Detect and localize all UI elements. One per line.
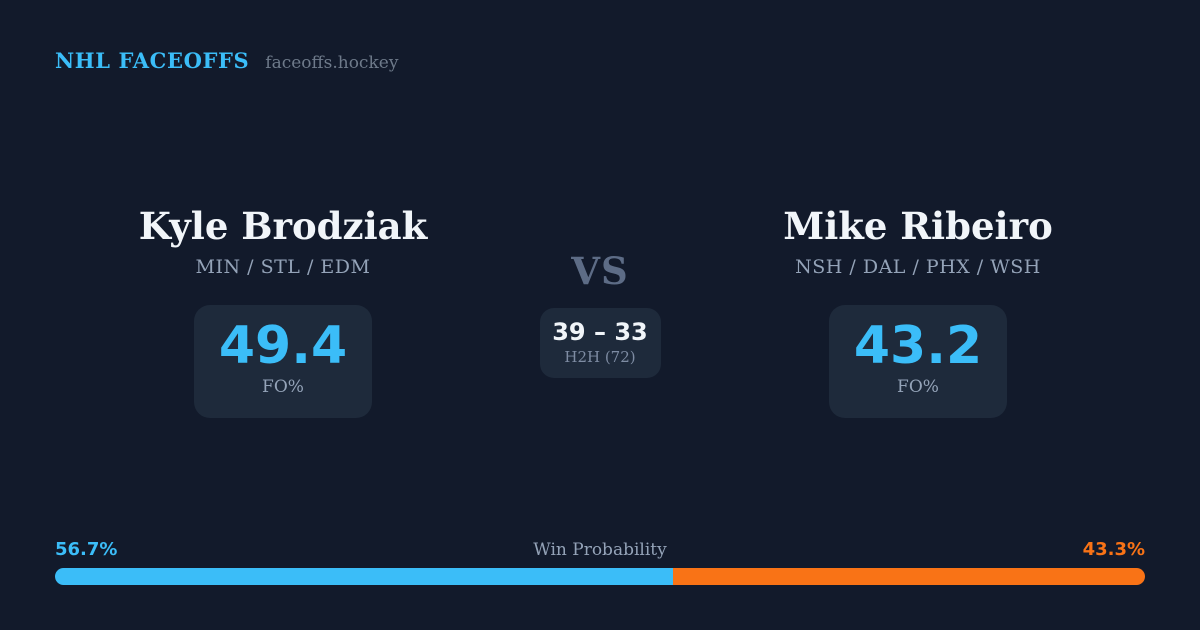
win-probability-left-value: 56.7% xyxy=(55,539,118,560)
win-probability-title: Win Probability xyxy=(533,540,667,560)
player-panel-right: Mike Ribeiro NSH / DAL / PHX / WSH 43.2 … xyxy=(703,205,1133,418)
fo-label-left: FO% xyxy=(262,377,304,397)
win-probability-bar xyxy=(55,568,1145,585)
player-panel-left: Kyle Brodziak MIN / STL / EDM 49.4 FO% xyxy=(68,205,498,418)
player-name-left: Kyle Brodziak xyxy=(138,204,428,248)
brand-title: NHL FACEOFFS xyxy=(55,48,250,73)
fo-stat-card-right: 43.2 FO% xyxy=(829,305,1007,418)
h2h-label: H2H (72) xyxy=(564,348,636,366)
fo-value-right: 43.2 xyxy=(853,316,983,376)
h2h-score: 39 – 33 xyxy=(552,318,648,346)
player-teams-left: MIN / STL / EDM xyxy=(195,256,371,278)
win-probability-segment-left xyxy=(55,568,674,585)
player-name-right: Mike Ribeiro xyxy=(783,204,1053,248)
header: NHL FACEOFFS faceoffs.hockey xyxy=(55,48,398,73)
win-probability-labels: 56.7% Win Probability 43.3% xyxy=(55,539,1145,560)
h2h-card: 39 – 33 H2H (72) xyxy=(539,308,661,378)
vs-label: VS xyxy=(571,249,629,293)
site-url: faceoffs.hockey xyxy=(265,53,399,73)
center-panel: VS 39 – 33 H2H (72) xyxy=(480,250,720,378)
win-probability-segment-right xyxy=(673,568,1145,585)
player-teams-right: NSH / DAL / PHX / WSH xyxy=(795,256,1041,278)
fo-stat-card-left: 49.4 FO% xyxy=(194,305,372,418)
win-probability-right-value: 43.3% xyxy=(1082,539,1146,560)
fo-value-left: 49.4 xyxy=(218,316,348,376)
fo-label-right: FO% xyxy=(897,377,939,397)
